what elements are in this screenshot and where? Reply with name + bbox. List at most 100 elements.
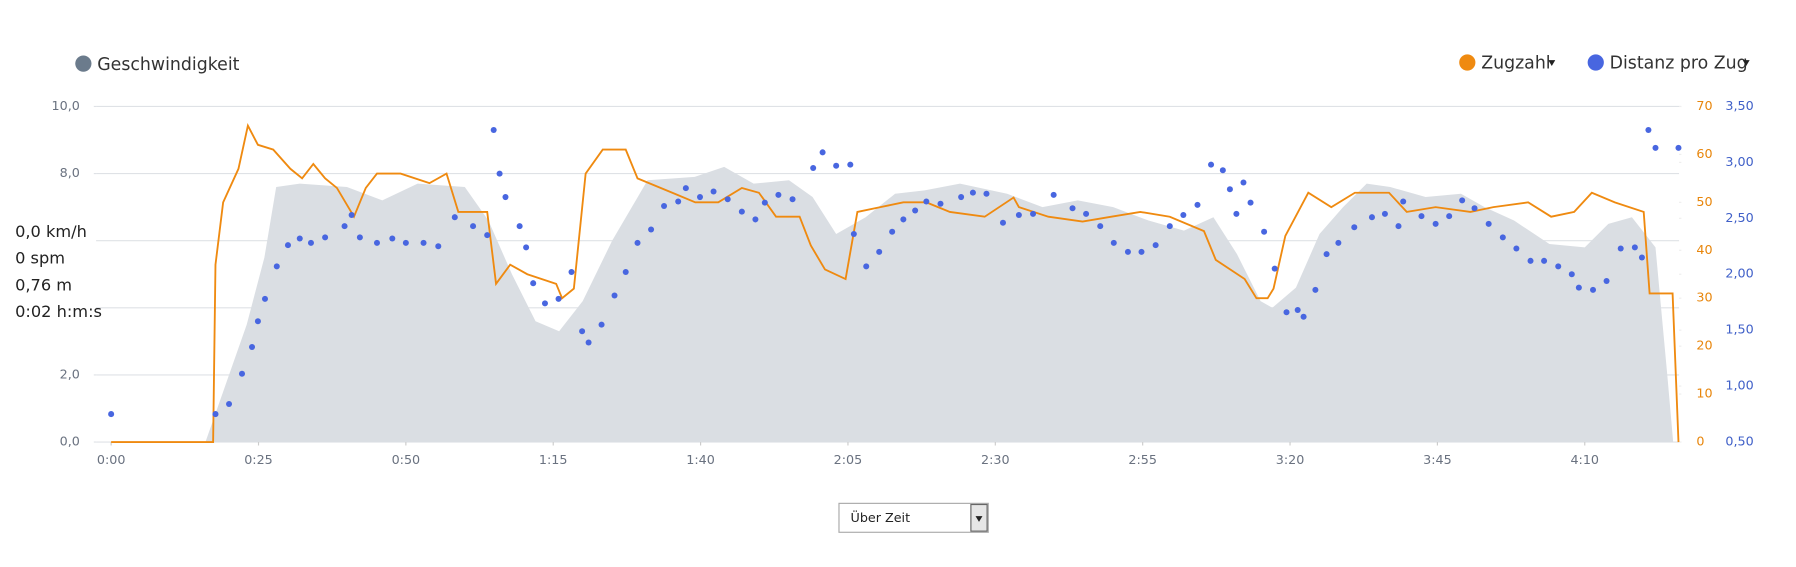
- distance-dot: [1513, 245, 1520, 252]
- legend-marker: [1587, 54, 1604, 71]
- distance-dot: [490, 126, 497, 133]
- x-tick-label: 4:10: [1570, 452, 1599, 467]
- distance-dot: [889, 228, 896, 235]
- x-tick-label: 3:45: [1423, 452, 1452, 467]
- distance-dot: [585, 339, 592, 346]
- distance-dot: [1446, 213, 1453, 220]
- distance-dot: [496, 170, 503, 177]
- distance-dot: [1675, 144, 1682, 151]
- distance-dot: [1418, 213, 1425, 220]
- distance-dot: [1555, 263, 1562, 270]
- distance-dot: [435, 243, 442, 250]
- distance-dot: [530, 280, 537, 287]
- plot-area: 0,0 2,0 8,0 10,0 0 10 20 30 40 50 60 70 0,50 1,00 1,50…: [52, 98, 1754, 467]
- distance-dot: [1351, 224, 1358, 231]
- distance-dot: [752, 216, 759, 223]
- distance-dot: [1617, 245, 1624, 252]
- distance-dot: [541, 300, 548, 307]
- distance-dot: [675, 198, 682, 205]
- distance-dot: [1233, 210, 1240, 217]
- x-tick-label: 0:50: [392, 452, 421, 467]
- dropdown-caret[interactable]: [1742, 60, 1750, 66]
- distance-dot: [598, 321, 605, 328]
- distance-dot: [1294, 307, 1301, 314]
- distance-dot: [682, 185, 689, 192]
- distance-dot: [249, 343, 256, 350]
- distance-dot: [999, 219, 1006, 226]
- legend-label: Geschwindigkeit: [97, 55, 239, 75]
- legend-marker: [1459, 54, 1476, 71]
- distance-dot: [273, 263, 280, 270]
- legend-marker: [75, 55, 92, 72]
- distance-dot: [1247, 199, 1254, 206]
- distance-dot: [579, 328, 586, 335]
- distance-dot: [373, 239, 380, 246]
- y3-tick-label: 2,50: [1725, 210, 1753, 225]
- readout-speed: 0,0 km/h: [15, 222, 87, 241]
- distance-dot: [484, 232, 491, 239]
- distance-dot: [912, 207, 919, 214]
- distance-dot: [1499, 234, 1506, 241]
- legend[interactable]: Zugzahl Distanz pro Zug: [1459, 54, 1750, 74]
- distance-dot: [1541, 257, 1548, 264]
- legend-label[interactable]: Zugzahl: [1481, 54, 1550, 74]
- y2-tick-label: 20: [1696, 338, 1712, 353]
- distance-dot: [212, 411, 219, 418]
- x-tick-label: 2:55: [1128, 452, 1157, 467]
- dropdown-caret[interactable]: [1548, 60, 1556, 66]
- distance-dot: [937, 200, 944, 207]
- legend-label[interactable]: Distanz pro Zug: [1610, 54, 1748, 74]
- y-tick-label: 8,0: [60, 165, 80, 180]
- distance-dot: [1459, 197, 1466, 204]
- distance-dot: [611, 292, 618, 299]
- y2-tick-label: 60: [1696, 146, 1712, 161]
- y3-tick-label: 2,00: [1725, 266, 1753, 281]
- y3-tick-label: 3,00: [1725, 154, 1753, 169]
- distance-dot: [1323, 251, 1330, 258]
- dropdown-caret[interactable]: [975, 516, 983, 522]
- distance-dot: [1166, 223, 1173, 230]
- distance-dot: [789, 196, 796, 203]
- y3-tick-label: 1,00: [1725, 378, 1753, 393]
- distance-dot: [1261, 228, 1268, 235]
- distance-dot: [958, 194, 965, 201]
- distance-dot: [850, 230, 857, 237]
- distance-dot: [284, 242, 291, 249]
- dropdown-value[interactable]: Über Zeit: [851, 509, 911, 525]
- y3-tick-label: 0,50: [1725, 434, 1753, 449]
- distance-dot: [1368, 214, 1375, 221]
- distance-dot: [1030, 210, 1037, 217]
- distance-dot: [1283, 309, 1290, 316]
- dropdown[interactable]: Über Zeit: [838, 502, 989, 533]
- distance-dot: [1645, 126, 1652, 133]
- distance-dot: [724, 196, 731, 203]
- distance-dot: [420, 239, 427, 246]
- y2-tick-label: 70: [1696, 98, 1712, 113]
- distance-dot: [969, 189, 976, 196]
- distance-dot: [254, 318, 261, 325]
- readout-rate: 0 spm: [15, 249, 65, 268]
- x-tick-label: 0:00: [97, 452, 126, 467]
- distance-dot: [847, 161, 854, 168]
- x-tick-label: 3:20: [1276, 452, 1305, 467]
- distance-dot: [1527, 257, 1534, 264]
- readout-distance: 0,76 m: [15, 275, 72, 294]
- distance-dot: [1050, 191, 1057, 198]
- x-tick-label: 1:15: [539, 452, 568, 467]
- distance-dot: [696, 194, 704, 201]
- dropdown-box[interactable]: [838, 502, 989, 533]
- distance-dot: [622, 268, 629, 276]
- distance-dot: [502, 194, 509, 201]
- distance-dot: [261, 295, 268, 302]
- distance-dot: [1300, 313, 1307, 320]
- distance-dot: [1312, 286, 1319, 293]
- distance-dot: [470, 223, 477, 230]
- distance-dot: [1432, 220, 1439, 227]
- distance-dot: [738, 208, 745, 215]
- distance-dot: [1219, 167, 1226, 174]
- distance-dot: [1124, 248, 1131, 255]
- distance-dot: [1240, 179, 1247, 186]
- stroke-rate-line: [111, 122, 1680, 443]
- y-tick-label: 10,0: [52, 98, 80, 113]
